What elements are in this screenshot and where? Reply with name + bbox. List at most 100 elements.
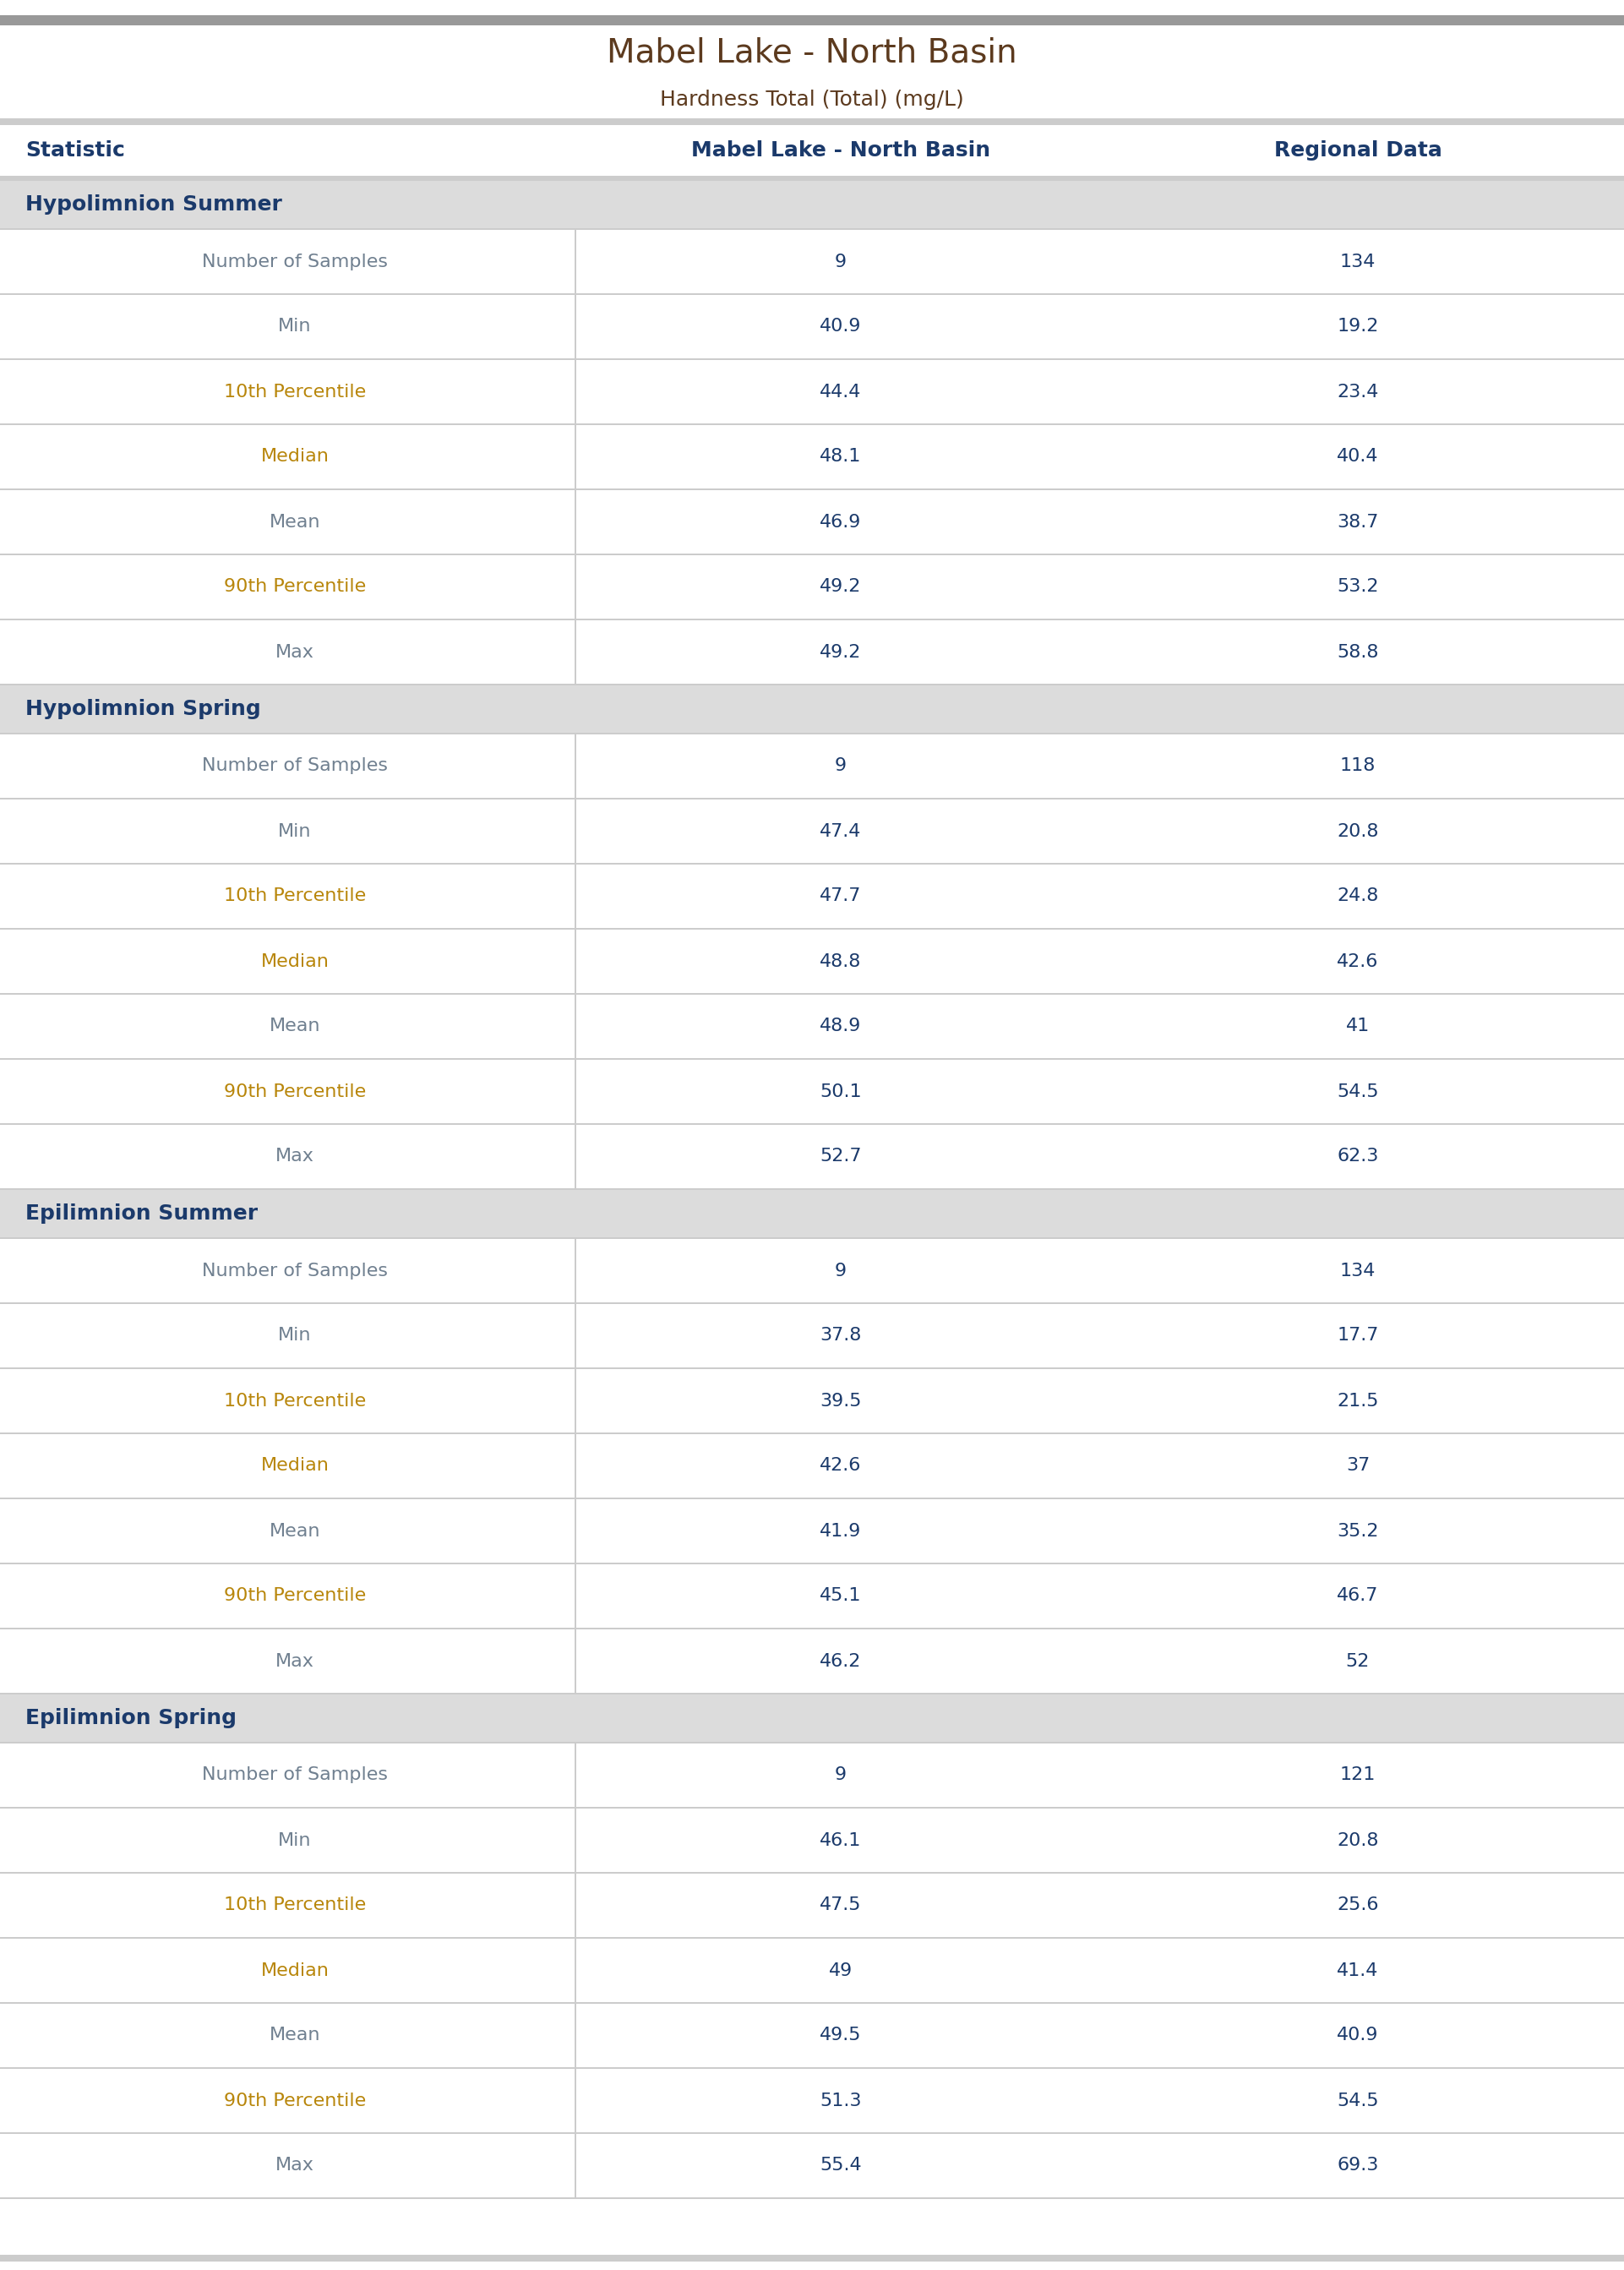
Text: Mean: Mean [270,1523,320,1539]
Text: 49.2: 49.2 [820,645,862,661]
Bar [0,229,1624,293]
Text: 19.2: 19.2 [1337,318,1379,336]
Bar [575,361,577,424]
Text: Mabel Lake - North Basin: Mabel Lake - North Basin [692,141,991,161]
Bar [0,1809,1624,1873]
Bar [0,1369,1624,1432]
Bar [0,295,1624,359]
Text: 41.4: 41.4 [1337,1961,1379,1979]
Bar [0,1435,1624,1498]
Bar [0,1564,1624,1628]
Bar [575,1743,577,1807]
Text: 47.5: 47.5 [820,1898,862,1914]
Text: Mean: Mean [270,513,320,531]
Text: 24.8: 24.8 [1337,888,1379,906]
Text: 121: 121 [1340,1766,1376,1784]
Text: 20.8: 20.8 [1337,1832,1379,1848]
Bar [0,1303,1624,1367]
Text: Regional Data: Regional Data [1273,141,1442,161]
Text: 9: 9 [835,254,846,270]
Text: 53.2: 53.2 [1337,579,1379,595]
Bar [575,1369,577,1432]
Bar [575,931,577,992]
Bar [0,735,1624,797]
Text: 40.9: 40.9 [1337,2027,1379,2043]
Text: Max: Max [276,2156,315,2175]
Text: 41: 41 [1346,1017,1369,1035]
Bar [575,490,577,554]
Bar [575,295,577,359]
Bar [0,2134,1624,2197]
Text: 23.4: 23.4 [1337,384,1379,400]
Bar [575,1435,577,1498]
Text: Hypolimnion Summer: Hypolimnion Summer [26,195,283,216]
Text: 58.8: 58.8 [1337,645,1379,661]
Text: Hypolimnion Spring: Hypolimnion Spring [26,699,261,720]
Text: 42.6: 42.6 [820,1457,862,1473]
Text: Median: Median [261,1961,330,1979]
Bar [575,1630,577,1693]
Bar [575,556,577,620]
Text: 41.9: 41.9 [820,1523,862,1539]
Text: Hardness Total (Total) (mg/L): Hardness Total (Total) (mg/L) [659,89,965,109]
Bar [0,865,1624,928]
Text: 47.7: 47.7 [820,888,862,906]
Text: 40.4: 40.4 [1337,449,1379,465]
Bar [0,1939,1624,2002]
Text: Mean: Mean [270,2027,320,2043]
Text: 54.5: 54.5 [1337,2093,1379,2109]
Text: Number of Samples: Number of Samples [201,254,388,270]
Bar [575,2134,577,2197]
Bar [575,994,577,1058]
Text: 46.9: 46.9 [820,513,862,531]
Bar [575,1809,577,1873]
Bar [0,16,1624,25]
Text: Epilimnion Summer: Epilimnion Summer [26,1203,258,1224]
Text: 49.5: 49.5 [820,2027,862,2043]
Text: 35.2: 35.2 [1337,1523,1379,1539]
Text: 39.5: 39.5 [820,1392,862,1410]
Text: Epilimnion Spring: Epilimnion Spring [26,1707,237,1727]
Bar [0,1060,1624,1124]
Bar [0,424,1624,488]
Bar [0,556,1624,620]
Text: 48.1: 48.1 [820,449,862,465]
Text: 44.4: 44.4 [820,384,862,400]
Bar [0,799,1624,863]
Text: 25.6: 25.6 [1337,1898,1379,1914]
Text: 49: 49 [828,1961,853,1979]
Bar [575,229,577,293]
Bar [575,799,577,863]
Bar [0,118,1624,125]
Bar [0,2004,1624,2068]
Text: 52.7: 52.7 [820,1149,862,1165]
Text: 90th Percentile: 90th Percentile [224,579,365,595]
Bar [0,686,1624,733]
Text: Number of Samples: Number of Samples [201,1262,388,1278]
Text: 55.4: 55.4 [820,2156,862,2175]
Text: 21.5: 21.5 [1337,1392,1379,1410]
Text: 90th Percentile: 90th Percentile [224,1083,365,1101]
Text: 37.8: 37.8 [820,1328,862,1344]
Text: 9: 9 [835,758,846,774]
Bar [575,620,577,683]
Bar [575,1239,577,1303]
Text: 10th Percentile: 10th Percentile [224,888,365,906]
Bar [575,865,577,928]
Bar [575,1060,577,1124]
Bar [575,1939,577,2002]
Text: 134: 134 [1340,1262,1376,1278]
Text: Min: Min [278,318,312,336]
Text: 48.9: 48.9 [820,1017,862,1035]
Text: 51.3: 51.3 [820,2093,862,2109]
Bar [0,175,1624,182]
Text: 49.2: 49.2 [820,579,862,595]
Text: 10th Percentile: 10th Percentile [224,1898,365,1914]
Text: 20.8: 20.8 [1337,822,1379,840]
Text: 10th Percentile: 10th Percentile [224,384,365,400]
Bar [0,620,1624,683]
Text: 45.1: 45.1 [820,1587,862,1605]
Bar [0,1498,1624,1562]
Text: 47.4: 47.4 [820,822,862,840]
Bar [0,1743,1624,1807]
